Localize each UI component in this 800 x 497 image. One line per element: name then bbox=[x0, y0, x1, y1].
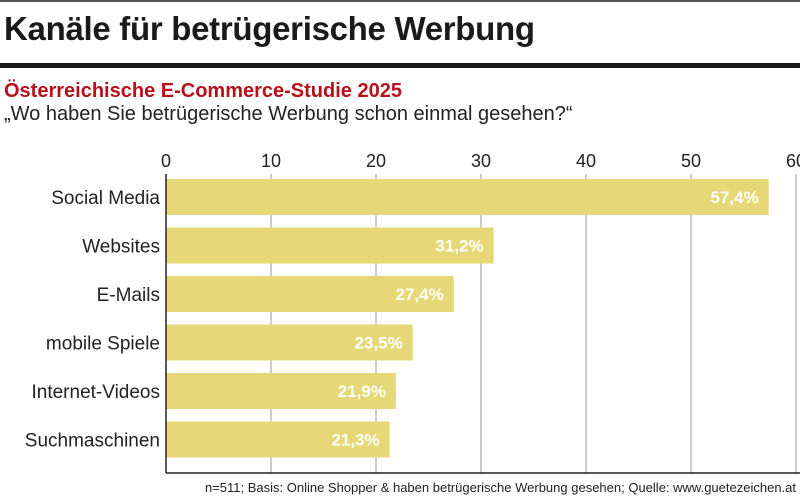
x-tick-label: 50 bbox=[681, 151, 701, 171]
top-border bbox=[0, 0, 800, 2]
bar bbox=[166, 179, 769, 215]
data-label: 57,4% bbox=[710, 188, 758, 207]
category-label: E-Mails bbox=[97, 285, 160, 306]
footnote: n=511; Basis: Online Shopper & haben bet… bbox=[204, 480, 796, 495]
bar bbox=[166, 324, 413, 361]
data-label: 21,9% bbox=[338, 382, 386, 401]
survey-question: „Wo haben Sie betrügerische Werbung scho… bbox=[4, 103, 573, 125]
chart-title: Kanäle für betrügerische Werbung bbox=[4, 10, 535, 47]
category-label: Social Media bbox=[51, 188, 160, 209]
category-label: Suchmaschinen bbox=[25, 431, 160, 452]
data-label: 27,4% bbox=[395, 285, 443, 304]
bar bbox=[166, 227, 494, 264]
bar bbox=[166, 276, 454, 312]
x-tick-label: 20 bbox=[366, 151, 386, 171]
data-label: 21,3% bbox=[331, 431, 379, 450]
x-tick-label: 30 bbox=[471, 151, 491, 171]
data-label: 23,5% bbox=[355, 334, 403, 353]
data-label: 31,2% bbox=[435, 237, 483, 256]
x-tick-label: 60 bbox=[786, 151, 800, 171]
category-label: Websites bbox=[82, 237, 160, 258]
x-tick-label: 0 bbox=[161, 151, 171, 171]
x-tick-label: 10 bbox=[261, 151, 281, 171]
x-tick-label: 40 bbox=[576, 151, 596, 171]
bar bbox=[166, 373, 396, 409]
category-label: mobile Spiele bbox=[46, 334, 160, 355]
bar bbox=[166, 421, 390, 458]
category-label: Internet-Videos bbox=[31, 382, 160, 403]
title-rule bbox=[0, 63, 800, 68]
chart-subtitle: Österreichische E-Commerce-Studie 2025 bbox=[4, 80, 402, 102]
